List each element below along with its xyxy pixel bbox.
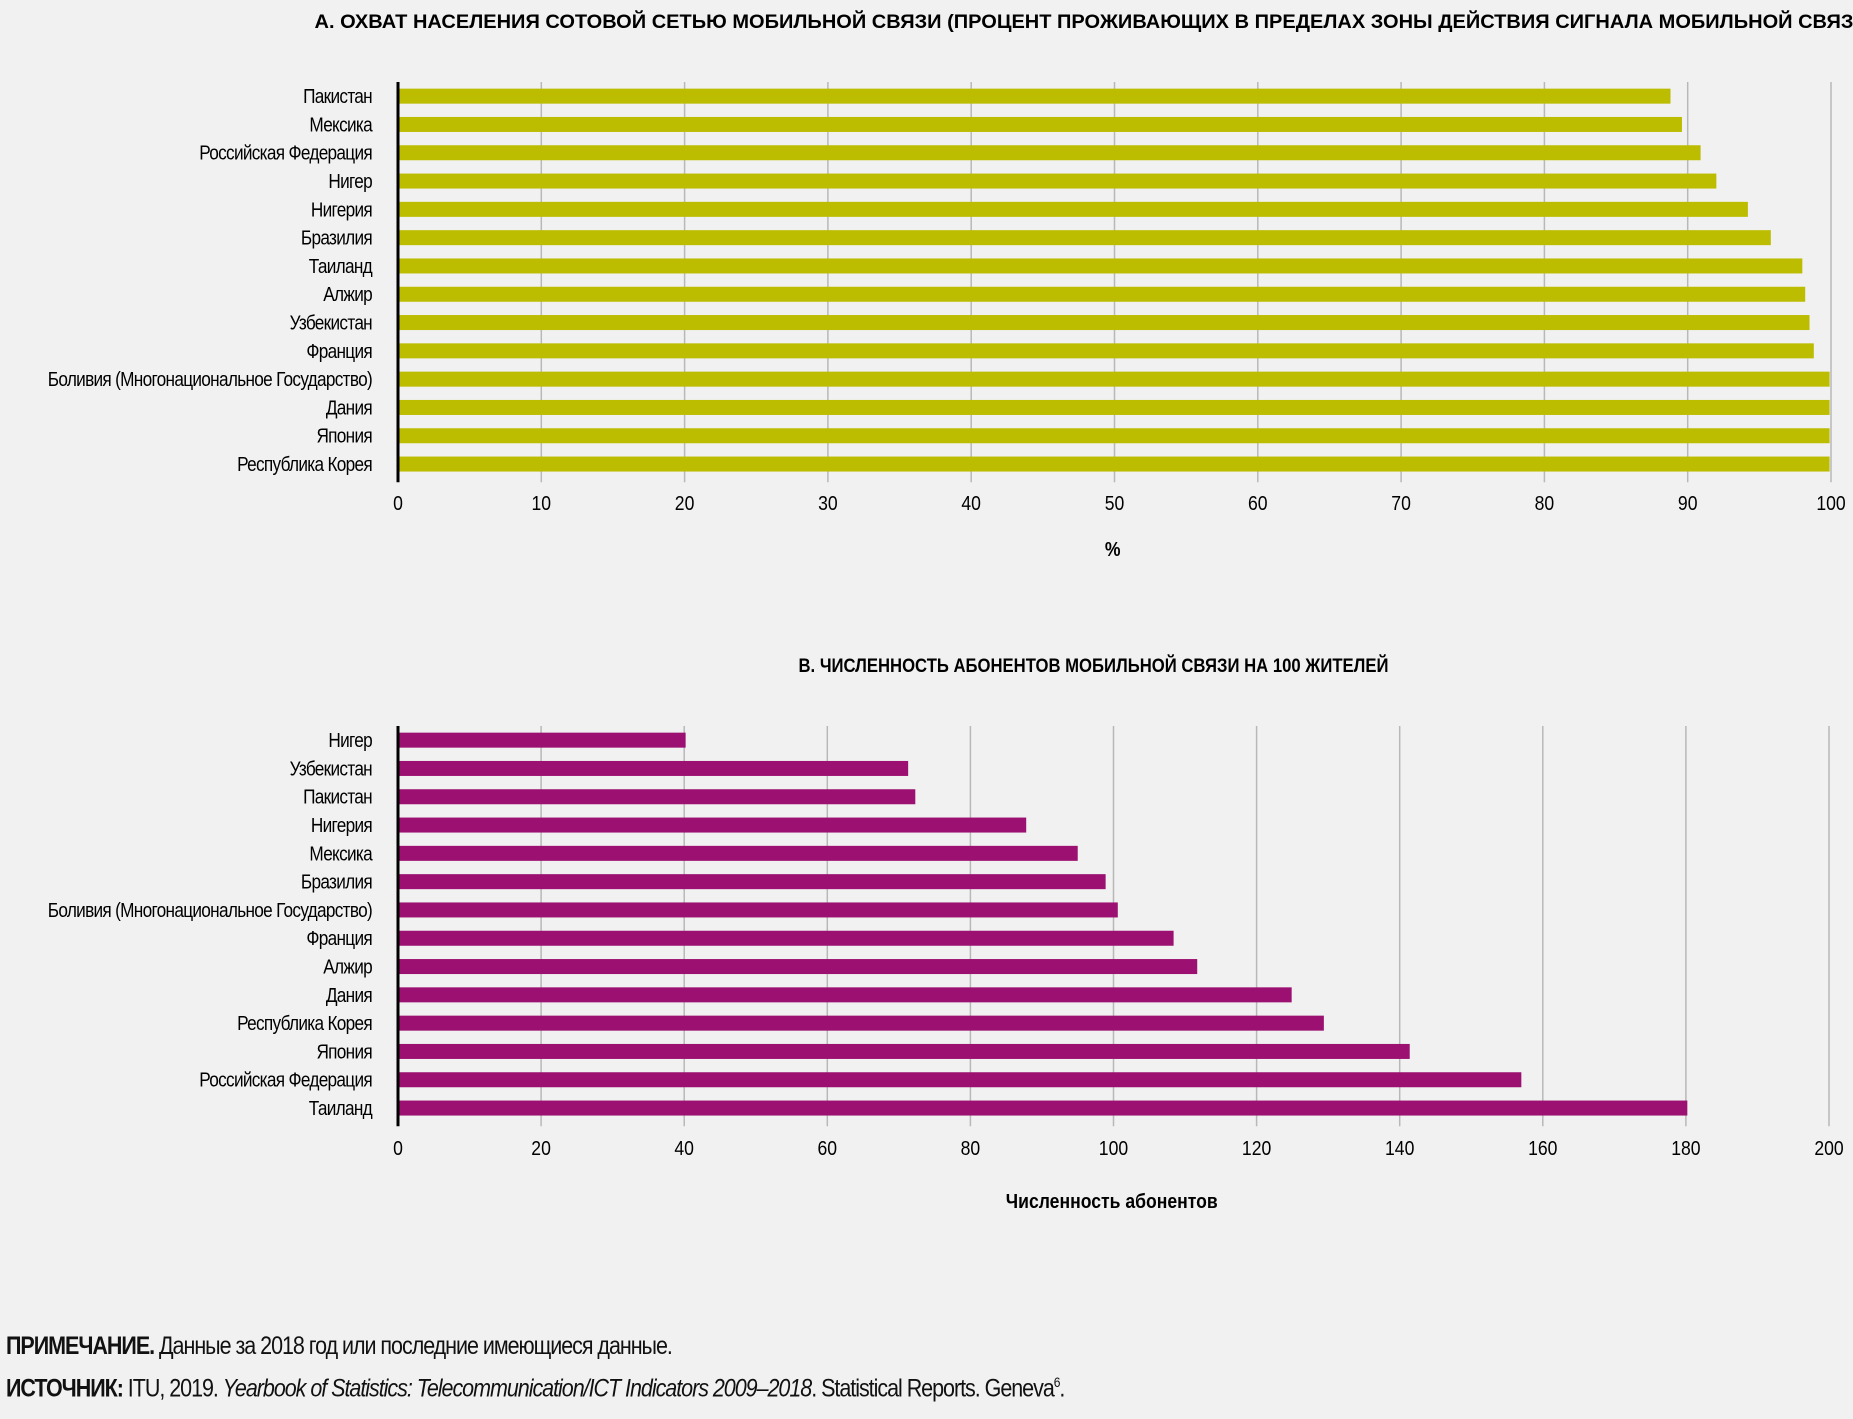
chart-a-tick-label: 90: [1678, 492, 1698, 514]
chart-b-tick-label: 20: [531, 1137, 551, 1159]
chart-a-bar: [398, 230, 1771, 246]
chart-b-category-label: Мексика: [309, 842, 373, 865]
chart-a-bar: [398, 456, 1830, 472]
chart-a-category-label: Бразилия: [301, 226, 372, 249]
chart-a-tick-label: 0: [393, 492, 403, 514]
chart-a-bar: [398, 201, 1748, 217]
chart-b-category-label: Пакистан: [303, 786, 372, 809]
chart-b-tick-label: 160: [1528, 1137, 1557, 1159]
source-footnote-ref: 6: [1053, 1374, 1061, 1390]
chart-b-category-label: Российская Федерация: [199, 1069, 372, 1092]
chart-b-bar: [398, 732, 686, 748]
chart-a-bar: [398, 428, 1830, 444]
source-label: ИСТОЧНИК:: [6, 1374, 124, 1403]
chart-b-tick-label: 0: [393, 1137, 403, 1159]
chart-a-tick-label: 40: [961, 492, 981, 514]
chart-a-category-label: Дания: [326, 396, 372, 419]
chart-a-bar: [398, 315, 1810, 331]
chart-canvas: А. ОХВАТ НАСЕЛЕНИЯ СОТОВОЙ СЕТЬЮ МОБИЛЬН…: [48, 11, 1853, 1212]
chart-a-bar: [398, 286, 1806, 302]
chart-a-tick-label: 100: [1816, 492, 1845, 514]
chart-b-category-label: Узбекистан: [290, 757, 372, 780]
chart-a-category-label: Франция: [306, 340, 372, 363]
chart-b-bar: [398, 1015, 1324, 1031]
chart-a-category-label: Алжир: [323, 283, 372, 306]
chart-b-x-axis-label: Численность абонентов: [1006, 1190, 1218, 1212]
source-text-2: . Statistical Reports. Geneva: [811, 1374, 1055, 1403]
chart-b-category-label: Нигерия: [311, 814, 372, 837]
chart-b-bar: [398, 1100, 1688, 1116]
chart-a-category-label: Нигер: [328, 170, 372, 193]
chart-a-bar: [398, 399, 1830, 415]
chart-a-bar: [398, 88, 1671, 104]
chart-b-bar: [398, 959, 1198, 975]
chart-b-tick-label: 40: [674, 1137, 694, 1159]
chart-a-category-label: Нигерия: [311, 198, 372, 221]
chart-b-tick-label: 120: [1242, 1137, 1271, 1159]
chart-a-tick-label: 30: [818, 492, 838, 514]
chart-b-category-label: Франция: [306, 927, 372, 950]
chart-a-title: А. ОХВАТ НАСЕЛЕНИЯ СОТОВОЙ СЕТЬЮ МОБИЛЬН…: [315, 11, 1853, 33]
source-title: Yearbook of Statistics: Telecommunicatio…: [222, 1374, 812, 1403]
chart-b-bar: [398, 789, 916, 805]
chart-a-bar: [398, 343, 1814, 359]
chart-a-category-label: Российская Федерация: [199, 142, 372, 165]
chart-b-title: В. ЧИСЛЕННОСТЬ АБОНЕНТОВ МОБИЛЬНОЙ СВЯЗИ…: [799, 655, 1389, 677]
footnote-note: ПРИМЕЧАНИЕ. Данные за 2018 год или после…: [6, 1332, 673, 1361]
chart-b-category-label: Нигер: [328, 729, 372, 752]
chart-b-bar: [398, 902, 1118, 918]
source-end: .: [1059, 1374, 1065, 1403]
chart-a-category-label: Пакистан: [303, 85, 372, 108]
chart-b-tick-label: 140: [1385, 1137, 1414, 1159]
chart-a-tick-label: 50: [1105, 492, 1125, 514]
chart-b-tick-label: 180: [1671, 1137, 1700, 1159]
chart-b-category-label: Дания: [326, 984, 372, 1007]
chart-b-category-label: Япония: [316, 1040, 372, 1063]
chart-a-bar: [398, 116, 1682, 132]
chart-a-bar: [398, 173, 1717, 189]
chart-a-bar: [398, 258, 1803, 274]
chart-a-tick-label: 10: [532, 492, 552, 514]
source-text: ITU, 2019.: [122, 1374, 223, 1403]
chart-b-category-label: Алжир: [323, 955, 372, 978]
note-text: Данные за 2018 год или последние имеющие…: [154, 1332, 673, 1360]
chart-b-bar: [398, 817, 1027, 833]
chart-a-bar: [398, 145, 1701, 161]
chart-a-category-label: Япония: [316, 425, 372, 448]
chart-a-category-label: Республика Корея: [237, 453, 372, 476]
chart-b-tick-label: 100: [1099, 1137, 1128, 1159]
chart-b-bar: [398, 1043, 1410, 1059]
chart-a-tick-label: 70: [1391, 492, 1411, 514]
footnote-source: ИСТОЧНИК: ITU, 2019. Yearbook of Statist…: [6, 1374, 1065, 1403]
chart-b-bar: [398, 987, 1292, 1003]
chart-a-category-label: Боливия (Многонациональное Государство): [48, 368, 373, 391]
chart-b-bar: [398, 845, 1078, 861]
chart-a-tick-label: 80: [1535, 492, 1555, 514]
chart-a-category-label: Таиланд: [309, 255, 373, 278]
chart-a-tick-label: 20: [675, 492, 695, 514]
chart-a-tick-label: 60: [1248, 492, 1268, 514]
chart-a-bar: [398, 371, 1830, 387]
chart-b-bar: [398, 1072, 1522, 1088]
chart-b-category-label: Бразилия: [301, 870, 372, 893]
chart-b-bar: [398, 760, 909, 776]
chart-b-category-label: Таиланд: [309, 1097, 373, 1120]
chart-b-tick-label: 80: [961, 1137, 981, 1159]
note-label: ПРИМЕЧАНИЕ.: [6, 1332, 155, 1360]
chart-b-bar: [398, 874, 1106, 890]
chart-b-category-label: Республика Корея: [237, 1012, 372, 1035]
chart-b-bar: [398, 930, 1174, 946]
chart-a-x-axis-label: %: [1105, 538, 1121, 560]
chart-b-category-label: Боливия (Многонациональное Государство): [48, 899, 373, 922]
chart-a-category-label: Мексика: [309, 113, 373, 136]
chart-b-tick-label: 200: [1814, 1137, 1843, 1159]
chart-a-category-label: Узбекистан: [290, 311, 372, 334]
chart-b-tick-label: 60: [818, 1137, 838, 1159]
